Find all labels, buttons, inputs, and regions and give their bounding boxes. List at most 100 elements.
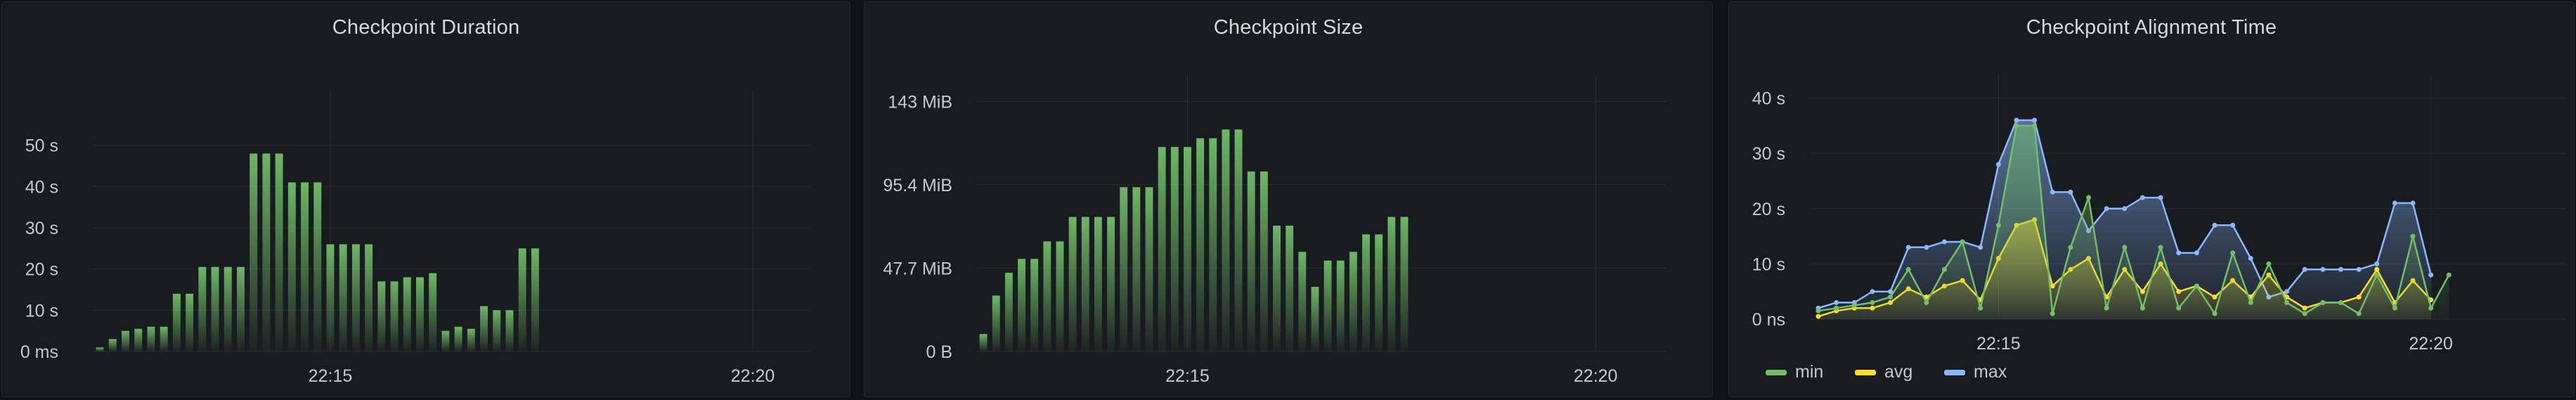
point-min[interactable] [2428,305,2434,311]
point-avg[interactable] [2356,295,2362,300]
bar[interactable] [1056,241,1064,351]
bar[interactable] [518,248,526,351]
point-max[interactable] [1995,162,2001,167]
bar[interactable] [1234,129,1243,351]
point-min[interactable] [2302,311,2308,316]
bar[interactable] [262,153,271,351]
bar[interactable] [992,295,1000,351]
point-min[interactable] [2014,123,2019,129]
bar[interactable] [351,244,360,351]
bar[interactable] [390,281,399,351]
bar[interactable] [403,277,411,351]
panel-checkpoint-duration[interactable]: Checkpoint Duration 0 ms 10 s 20 s 30 s 40 s… [1,1,850,397]
point-max[interactable] [2410,200,2416,206]
bar[interactable] [134,328,143,351]
point-min[interactable] [1905,266,1911,272]
point-max[interactable] [2356,266,2362,272]
bar[interactable] [147,326,155,351]
bar[interactable] [1298,252,1307,351]
bar[interactable] [198,266,207,351]
bar[interactable] [377,281,386,351]
bar[interactable] [186,293,194,351]
bar[interactable] [429,273,437,351]
bar[interactable] [301,182,309,351]
legend-label-avg[interactable]: avg [1884,362,1912,382]
point-min[interactable] [1851,302,1857,308]
bar[interactable] [531,248,539,351]
panel-title[interactable]: Checkpoint Size [1213,16,1364,39]
point-max[interactable] [1978,245,1983,250]
bar[interactable] [1311,286,1319,351]
point-min[interactable] [2104,305,2109,311]
bar[interactable] [1132,187,1141,351]
legend-label-min[interactable]: min [1795,362,1823,382]
point-max[interactable] [1941,239,1947,245]
point-max[interactable] [2230,222,2236,228]
bar[interactable] [224,266,232,351]
point-max[interactable] [2194,250,2199,256]
point-min[interactable] [1924,299,1929,305]
point-max[interactable] [2392,200,2397,206]
point-max[interactable] [2248,256,2253,262]
point-max[interactable] [2176,250,2182,256]
panel-checkpoint-size[interactable]: Checkpoint Size 0 B 47.7 MiB 95.4 MiB 143 M… [864,1,1713,397]
point-max[interactable] [2212,222,2218,228]
point-min[interactable] [2122,245,2128,250]
point-max[interactable] [2032,117,2038,123]
point-max[interactable] [2014,117,2019,123]
bar[interactable] [505,310,514,351]
point-min[interactable] [2158,245,2163,250]
point-max[interactable] [2338,266,2343,272]
point-min[interactable] [2140,305,2145,311]
point-min[interactable] [2176,305,2182,311]
bar[interactable] [1043,241,1051,351]
bar[interactable] [1336,260,1345,351]
point-min[interactable] [1816,308,1821,314]
bar[interactable] [275,153,283,351]
point-max[interactable] [2122,206,2128,212]
point-min[interactable] [2230,250,2236,256]
point-min[interactable] [2194,283,2199,289]
point-max[interactable] [1870,289,1875,295]
bar[interactable] [979,334,988,351]
point-min[interactable] [1941,266,1947,272]
point-min[interactable] [1834,305,1839,311]
bar[interactable] [1349,252,1357,351]
point-avg[interactable] [2176,289,2182,295]
point-avg[interactable] [2212,295,2218,300]
bar[interactable] [1286,225,1294,351]
bar[interactable] [1004,273,1013,351]
bar[interactable] [1184,147,1191,351]
point-max[interactable] [1834,299,1839,305]
bar[interactable] [454,326,462,351]
bar[interactable] [1107,217,1115,351]
bar[interactable] [1273,225,1281,351]
point-min[interactable] [2266,261,2272,266]
point-max[interactable] [1924,245,1929,250]
point-min[interactable] [2284,299,2289,305]
point-min[interactable] [2410,233,2416,239]
bar[interactable] [1170,147,1179,351]
point-avg[interactable] [1924,295,1929,300]
point-min[interactable] [2356,311,2362,316]
bar[interactable] [1094,217,1102,351]
bar[interactable] [1120,187,1128,351]
bar[interactable] [108,339,117,351]
bar[interactable] [160,326,168,351]
panel-title[interactable]: Checkpoint Duration [332,16,520,39]
point-max[interactable] [2374,261,2380,266]
point-min[interactable] [2212,311,2218,316]
point-min[interactable] [1870,299,1875,305]
point-min[interactable] [2338,299,2343,305]
bar[interactable] [467,328,475,351]
bar[interactable] [172,293,181,351]
bar[interactable] [1158,147,1166,351]
point-max[interactable] [2428,272,2434,278]
bar[interactable] [365,244,373,351]
point-min[interactable] [1888,295,1894,300]
point-avg[interactable] [2050,283,2055,289]
point-max[interactable] [2104,206,2109,212]
bar[interactable] [480,306,488,351]
bar[interactable] [326,244,335,351]
bar[interactable] [1222,129,1230,351]
